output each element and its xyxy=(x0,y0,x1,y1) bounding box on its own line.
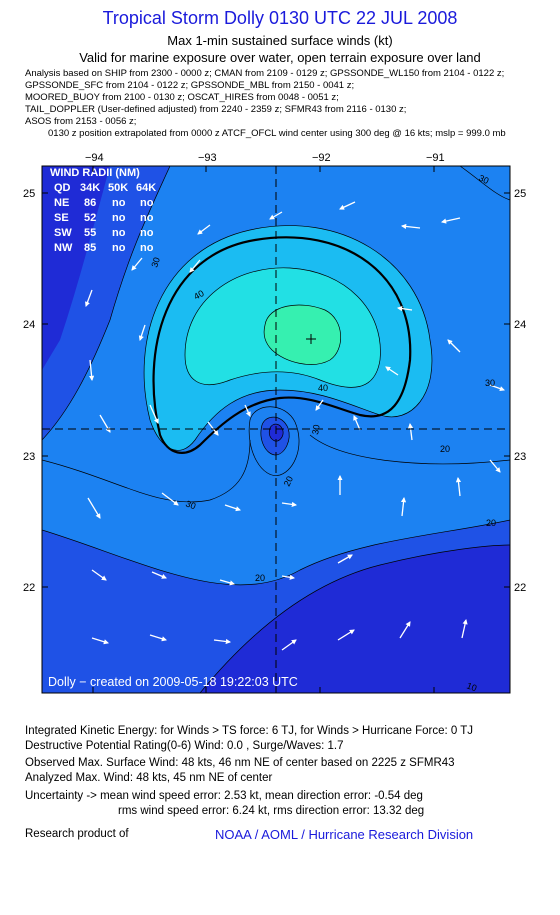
axis-ticks xyxy=(42,166,510,693)
wind-radii-cell: no xyxy=(140,242,154,254)
research-label: Research product of xyxy=(25,828,129,840)
contour-label: 30 xyxy=(149,256,162,269)
contour-labels: 30 30 40 40 30 30 20 20 20 20 10 30 xyxy=(149,173,496,693)
analyzed-max-line: Analyzed Max. Wind: 48 kts, 45 nm NE of … xyxy=(25,772,273,784)
contour-label: 10 xyxy=(465,680,478,693)
wind-map: 30 30 40 40 30 30 20 20 20 20 10 30 WIND… xyxy=(23,152,526,700)
lat-label: 23 xyxy=(514,451,526,463)
ts-force-contour xyxy=(152,236,412,454)
contour-label: 20 xyxy=(255,573,265,583)
wind-radii-header: 50K xyxy=(108,182,128,194)
subtitle-winds: Max 1-min sustained surface winds (kt) xyxy=(167,33,393,48)
lat-label: 24 xyxy=(514,319,526,331)
contour-label: 40 xyxy=(318,383,328,393)
map-frame xyxy=(41,165,511,694)
wind-radii-cell: no xyxy=(112,212,126,224)
wind-radii-cell: SE xyxy=(54,212,69,224)
wind-radii-cell: no xyxy=(140,227,154,239)
lon-label: −93 xyxy=(198,152,217,164)
wind-radii-cell: NE xyxy=(54,197,69,209)
drp-line: Destructive Potential Rating(0-6) Wind: … xyxy=(25,740,344,752)
org-link[interactable]: NOAA / AOML / Hurricane Research Divisio… xyxy=(215,827,474,842)
wind-field: 30 30 40 40 30 30 20 20 20 20 10 30 WIND… xyxy=(42,166,510,693)
wind-radii-title: WIND RADII (NM) xyxy=(50,167,140,179)
contour-label: 30 xyxy=(310,424,322,436)
lat-label: 22 xyxy=(23,582,35,594)
wind-radii-table: WIND RADII (NM) QD 34K 50K 64K NE 86 no … xyxy=(50,167,156,254)
lon-labels-bottom: −94 −93 −92 −91 xyxy=(85,699,445,700)
wind-radii-cell: no xyxy=(112,197,126,209)
map-credit: Dolly − created on 2009-05-18 19:22:03 U… xyxy=(48,675,298,689)
contour-label: 20 xyxy=(486,518,496,528)
lon-labels-top: −94 −93 −92 −91 xyxy=(85,152,445,164)
lon-label: −93 xyxy=(198,699,217,700)
observed-max-line: Observed Max. Surface Wind: 48 kts, 46 n… xyxy=(25,757,455,769)
band-50 xyxy=(264,305,341,365)
lat-label: 25 xyxy=(23,188,35,200)
lat-labels-right: 25 24 23 22 xyxy=(514,188,526,594)
band-0-10-corner xyxy=(42,166,110,370)
subtitle-validity: Valid for marine exposure over water, op… xyxy=(79,50,481,65)
wind-radii-cell: no xyxy=(140,212,154,224)
analysis-line: GPSSONDE_SFC from 2104 - 0122 z; GPSSOND… xyxy=(25,80,355,91)
wind-radii-cell: SW xyxy=(54,227,72,239)
page-title: Tropical Storm Dolly 0130 UTC 22 JUL 200… xyxy=(102,8,458,28)
lon-label: −94 xyxy=(85,699,104,700)
contour-label: 30 xyxy=(485,378,495,388)
lat-label: 22 xyxy=(514,582,526,594)
uncertainty-line: Uncertainty -> mean wind speed error: 2.… xyxy=(25,790,423,802)
lat-label: 24 xyxy=(23,319,35,331)
wind-radii-cell: NW xyxy=(54,242,73,254)
wind-radii-cell: 52 xyxy=(84,212,96,224)
lon-label: −91 xyxy=(426,699,445,700)
lon-label: −94 xyxy=(85,152,104,164)
wind-max-marker xyxy=(306,334,316,344)
analysis-line: MOORED_BUOY from 2100 - 0130 z; OSCAT_HI… xyxy=(25,92,339,103)
uncertainty-rms-line: rms wind speed error: 6.24 kt, rms direc… xyxy=(118,805,425,817)
wind-radii-header: 34K xyxy=(80,182,100,194)
band-0-10 xyxy=(200,545,510,693)
wind-radii-cell: no xyxy=(112,242,126,254)
lon-label: −92 xyxy=(312,152,331,164)
analysis-line: Analysis based on SHIP from 2300 - 0000 … xyxy=(25,68,505,79)
wind-radii-header: 64K xyxy=(136,182,156,194)
contour-label: 20 xyxy=(440,444,450,454)
lat-label: 23 xyxy=(23,451,35,463)
grid-crosshair xyxy=(42,166,510,693)
lat-labels-left: 25 24 23 22 xyxy=(23,188,35,594)
wind-radii-cell: no xyxy=(140,197,154,209)
analysis-line: TAIL_DOPPLER (User-defined adjusted) fro… xyxy=(25,104,407,115)
wind-radii-cell: 85 xyxy=(84,242,96,254)
contour-label: 30 xyxy=(477,173,490,186)
wind-radii-header: QD xyxy=(54,182,71,194)
contour-label: 20 xyxy=(282,475,295,488)
analysis-line: ASOS from 2153 - 0056 z; xyxy=(25,116,137,127)
wind-radii-cell: 86 xyxy=(84,197,96,209)
contour-lines xyxy=(42,166,510,693)
contour-label: 40 xyxy=(192,288,206,302)
ike-line: Integrated Kinetic Energy: for Winds > T… xyxy=(25,725,474,737)
lat-label: 25 xyxy=(514,188,526,200)
lon-label: −92 xyxy=(312,699,331,700)
lon-label: −91 xyxy=(426,152,445,164)
contour-label: 30 xyxy=(184,498,197,511)
wind-radii-cell: no xyxy=(112,227,126,239)
wind-radii-cell: 55 xyxy=(84,227,96,239)
position-line: 0130 z position extrapolated from 0000 z… xyxy=(48,128,506,139)
